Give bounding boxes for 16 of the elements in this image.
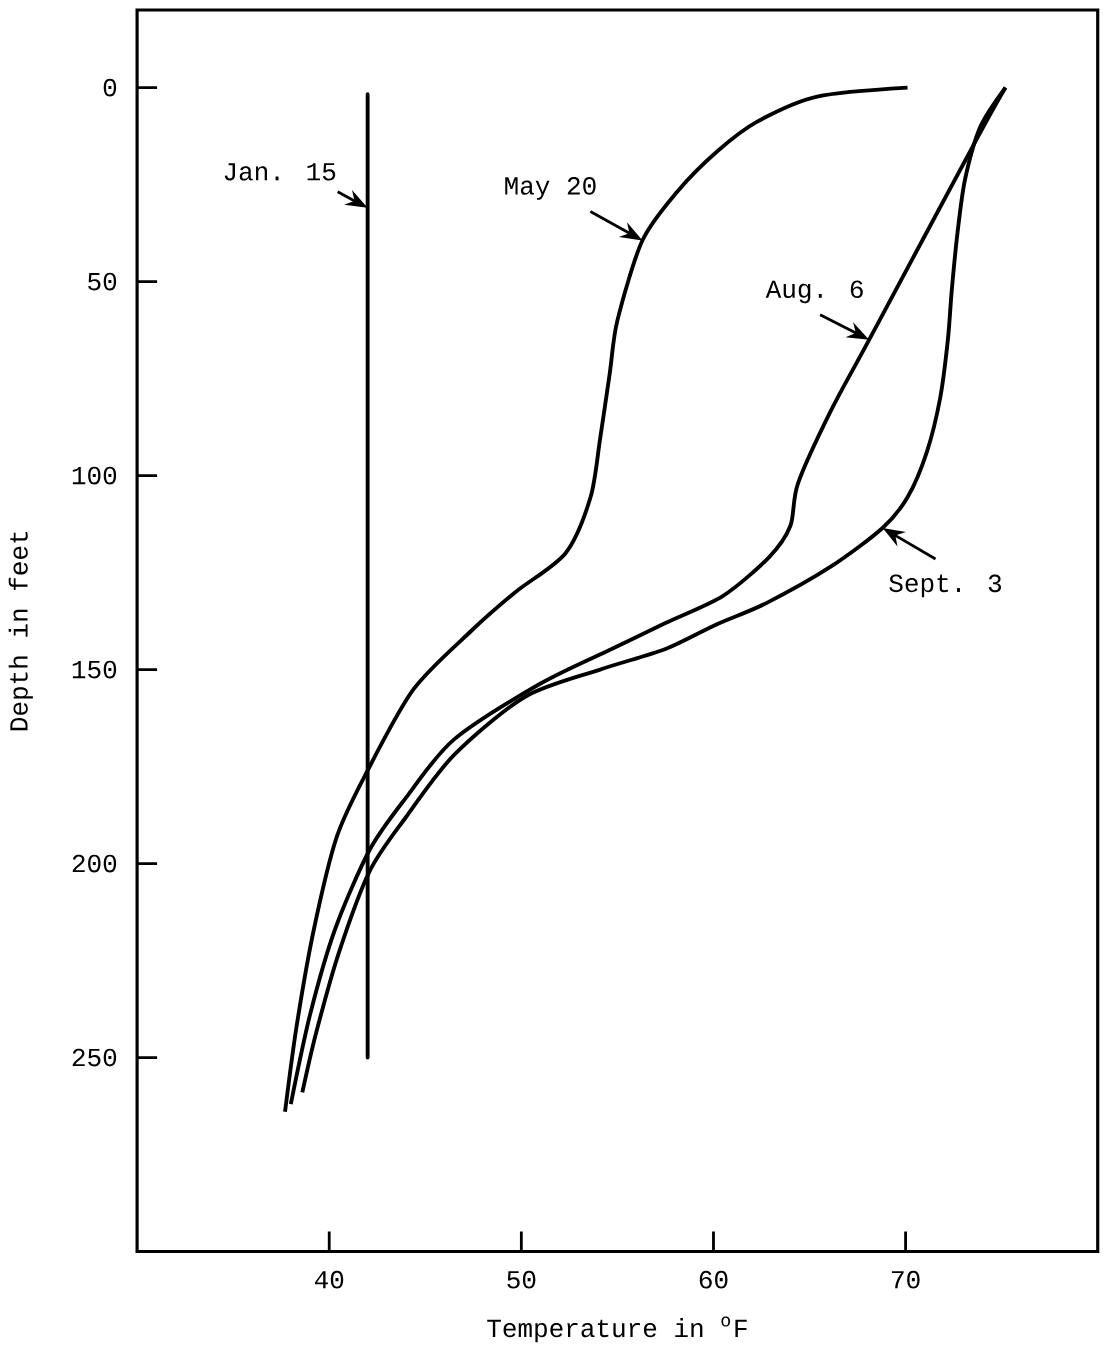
y-tick-label: 50: [88, 272, 117, 291]
x-axis-title: Temperature in $^{o}$F: [487, 1316, 747, 1343]
y-axis-title: Depth in feet: [8, 532, 34, 731]
x-tick-label: 50: [507, 1270, 536, 1289]
y-tick-label: 0: [103, 78, 117, 97]
x-tick-label: 40: [315, 1270, 344, 1289]
x-tick-label: 70: [892, 1270, 920, 1289]
x-tick-label: 60: [699, 1270, 728, 1289]
legend-label: Sept. 3: [889, 574, 1002, 598]
y-tick-label: 250: [72, 1048, 117, 1067]
series-label: Jan. 15: [224, 163, 336, 181]
y-tick-label: 200: [72, 854, 117, 873]
text: May 20: [505, 177, 596, 200]
series-label: Aug. 6: [765, 280, 863, 304]
y-tick-label: 100: [72, 466, 117, 485]
y-tick-label: 150: [72, 660, 117, 679]
